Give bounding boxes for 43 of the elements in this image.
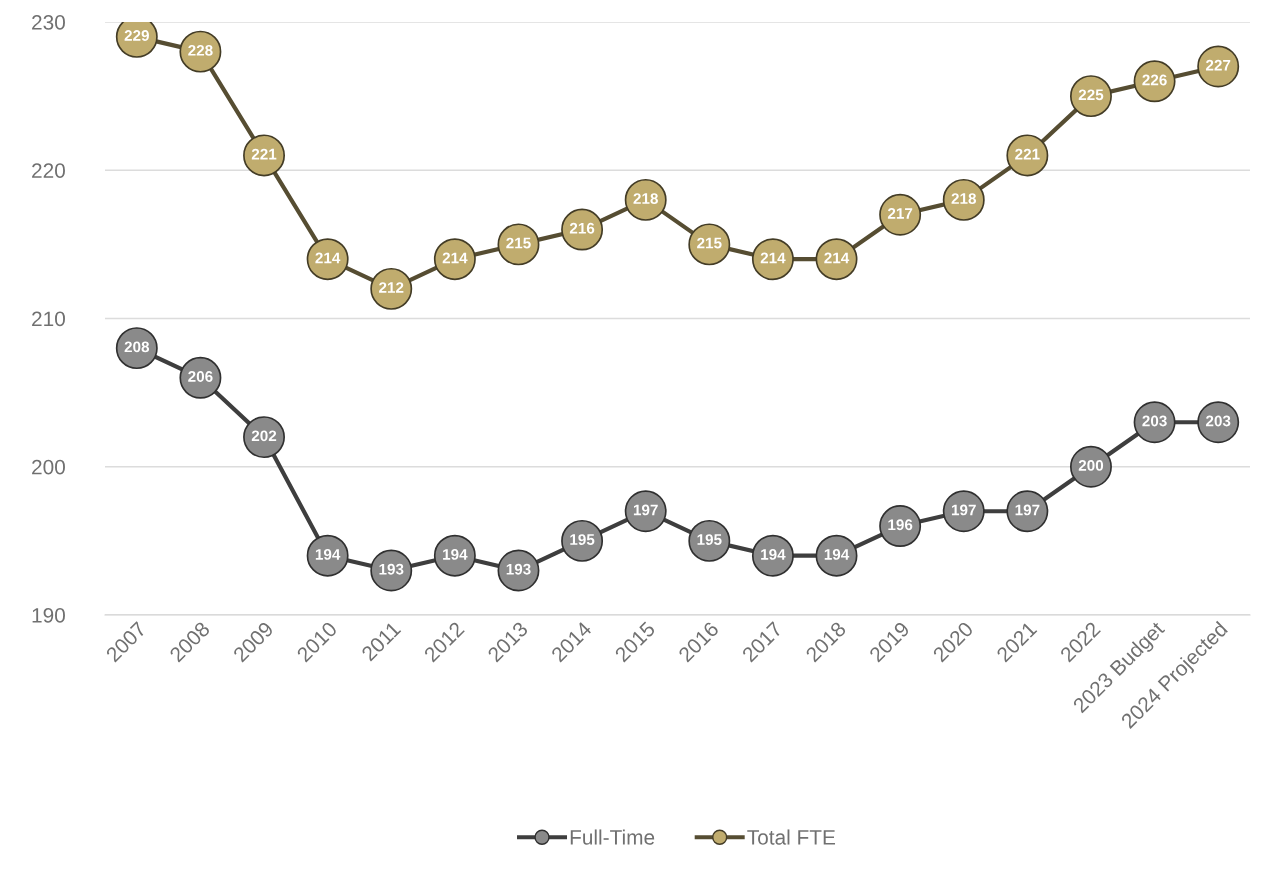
- data-label: 227: [1205, 59, 1231, 71]
- data-label: 197: [1015, 504, 1040, 516]
- data-label: 195: [697, 534, 722, 545]
- data-label: 208: [124, 341, 150, 353]
- data-label: 225: [1078, 89, 1104, 101]
- data-label: 196: [888, 519, 913, 531]
- data-label: 194: [761, 548, 786, 560]
- data-label: 221: [251, 148, 277, 160]
- data-label: 226: [1142, 74, 1167, 86]
- y-tick-label: 210: [32, 311, 65, 327]
- data-label: 206: [188, 371, 213, 382]
- data-label: 214: [442, 252, 468, 264]
- data-label: 194: [824, 548, 850, 560]
- data-label: 193: [379, 563, 404, 575]
- legend-label: Full-Time: [570, 829, 655, 845]
- data-label: 203: [1142, 415, 1167, 427]
- data-label: 228: [188, 44, 213, 56]
- legend-label: Total FTE: [747, 829, 836, 845]
- data-label: 203: [1205, 415, 1231, 427]
- data-label: 200: [1078, 460, 1104, 471]
- data-label: 202: [251, 430, 277, 442]
- data-label: 215: [697, 237, 722, 249]
- data-label: 212: [379, 282, 404, 293]
- data-label: 221: [1015, 148, 1040, 160]
- data-label: 229: [124, 30, 149, 41]
- y-tick-label: 220: [32, 163, 65, 178]
- data-label: 194: [443, 548, 468, 560]
- data-label: 193: [506, 563, 531, 575]
- data-label: 215: [506, 237, 531, 249]
- data-label: 195: [570, 534, 595, 545]
- data-label: 214: [315, 252, 341, 264]
- data-label: 218: [633, 193, 658, 204]
- y-tick-label: 230: [32, 15, 65, 30]
- data-label: 218: [951, 193, 977, 204]
- data-label: 214: [760, 252, 786, 264]
- data-label: 216: [569, 222, 595, 234]
- data-label: 197: [633, 504, 658, 516]
- data-label: 214: [824, 252, 850, 264]
- data-label: 217: [887, 208, 913, 219]
- data-label: 194: [315, 548, 341, 560]
- data-label: 197: [951, 504, 976, 516]
- y-tick-label: 200: [32, 459, 65, 475]
- y-tick-label: 190: [32, 608, 65, 623]
